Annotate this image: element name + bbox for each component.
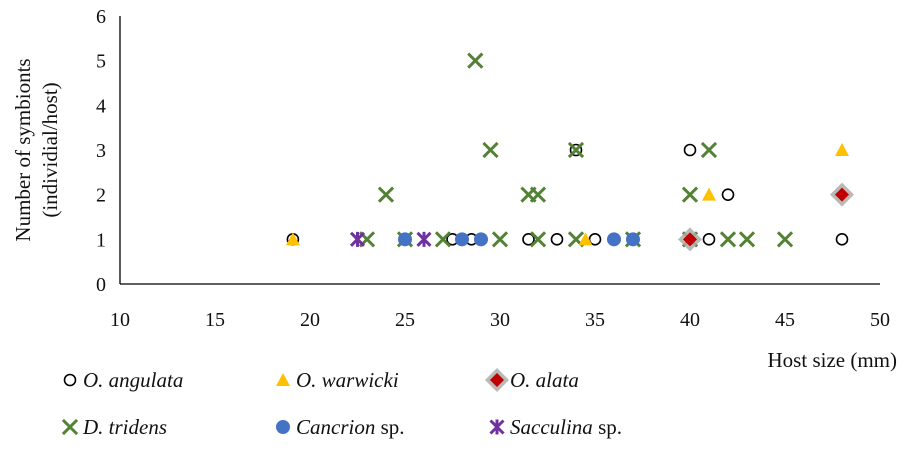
data-point bbox=[700, 141, 718, 159]
x-tick-label: 15 bbox=[205, 309, 225, 331]
y-tick-label: 0 bbox=[96, 274, 106, 296]
legend-label-italic: Sacculina bbox=[510, 415, 593, 439]
y-tick-label: 4 bbox=[96, 95, 106, 117]
legend-label-italic: Cancrion bbox=[296, 415, 375, 439]
legend-label: Sacculina sp. bbox=[510, 415, 622, 439]
legend-marker bbox=[485, 368, 509, 392]
legend-label-italic: O. alata bbox=[510, 368, 579, 392]
data-point bbox=[455, 232, 469, 247]
legend-item: O. angulata bbox=[63, 368, 183, 392]
x-tick-label: 25 bbox=[395, 309, 415, 331]
x-tick-label: 30 bbox=[490, 309, 510, 331]
data-points bbox=[285, 52, 854, 252]
legend-label: O. angulata bbox=[83, 368, 183, 392]
x-axis-title: Host size (mm) bbox=[768, 348, 897, 372]
legend-label-upright: sp. bbox=[375, 415, 404, 439]
data-point bbox=[607, 232, 621, 247]
data-point bbox=[681, 186, 699, 203]
data-point bbox=[377, 186, 395, 203]
legend-marker bbox=[489, 419, 505, 435]
legend-label-italic: O. warwicki bbox=[296, 368, 399, 392]
x-tick-label: 50 bbox=[870, 309, 890, 331]
y-tick-label: 1 bbox=[96, 229, 106, 251]
data-point bbox=[482, 141, 499, 159]
legend-label: Cancrion sp. bbox=[296, 415, 405, 439]
legend-item: Sacculina sp. bbox=[489, 415, 622, 439]
data-point bbox=[830, 182, 854, 207]
x-tick-label: 40 bbox=[680, 309, 700, 331]
data-point bbox=[491, 231, 509, 248]
x-tick-labels: 10 15 20 25 30 35 40 45 50 bbox=[110, 309, 890, 331]
y-tick-label: 3 bbox=[96, 140, 106, 162]
data-point bbox=[567, 141, 585, 159]
legend-marker bbox=[276, 420, 290, 434]
x-tick-label: 10 bbox=[110, 309, 130, 331]
data-point bbox=[702, 187, 716, 201]
legend-item: O. warwicki bbox=[276, 368, 399, 392]
y-tick-label: 5 bbox=[96, 51, 106, 73]
y-tick-labels: 0 1 2 3 4 5 6 bbox=[96, 6, 106, 296]
data-point bbox=[285, 232, 300, 246]
data-point bbox=[702, 233, 716, 246]
data-point bbox=[719, 231, 737, 248]
x-tick-label: 35 bbox=[585, 309, 605, 331]
x-tick-label: 20 bbox=[300, 309, 320, 331]
y-tick-label: 2 bbox=[96, 185, 106, 207]
data-point bbox=[678, 227, 702, 252]
legend-item: O. alata bbox=[485, 368, 579, 392]
data-point bbox=[683, 143, 697, 157]
data-point bbox=[550, 233, 564, 246]
axes bbox=[119, 16, 880, 285]
legend-marker bbox=[61, 418, 79, 436]
data-point bbox=[467, 52, 484, 69]
legend-item: Cancrion sp. bbox=[276, 415, 405, 439]
data-point bbox=[529, 186, 547, 203]
legend-label-italic: O. angulata bbox=[83, 368, 183, 392]
data-point bbox=[434, 231, 452, 248]
data-point bbox=[626, 232, 640, 247]
data-point bbox=[721, 188, 735, 201]
data-point bbox=[522, 233, 535, 246]
legend-label: D. tridens bbox=[82, 415, 167, 439]
legend-item: D. tridens bbox=[61, 415, 167, 439]
data-point bbox=[835, 143, 849, 156]
legend-marker bbox=[63, 373, 77, 387]
y-axis-title-line-2: (individial/host) bbox=[38, 82, 62, 217]
data-point bbox=[398, 232, 412, 247]
x-tick-label: 45 bbox=[775, 309, 795, 331]
legend-marker bbox=[276, 373, 290, 386]
data-point bbox=[349, 231, 366, 247]
legend-label: O. warwicki bbox=[296, 368, 399, 392]
legend: O. angulata O. warwicki O. alata D. tridens… bbox=[61, 368, 622, 439]
data-point bbox=[776, 231, 794, 248]
y-tick-label: 6 bbox=[96, 6, 106, 28]
data-point bbox=[529, 231, 547, 248]
legend-label-upright: sp. bbox=[593, 415, 622, 439]
data-point bbox=[416, 231, 432, 247]
data-point bbox=[588, 233, 602, 246]
legend-label-italic: D. tridens bbox=[82, 415, 167, 439]
data-point bbox=[835, 233, 849, 246]
y-axis-title-line-1: Number of symbionts bbox=[11, 58, 35, 241]
data-point bbox=[474, 232, 488, 247]
legend-label: O. alata bbox=[510, 368, 579, 392]
data-point bbox=[578, 232, 593, 246]
data-point bbox=[738, 231, 756, 248]
